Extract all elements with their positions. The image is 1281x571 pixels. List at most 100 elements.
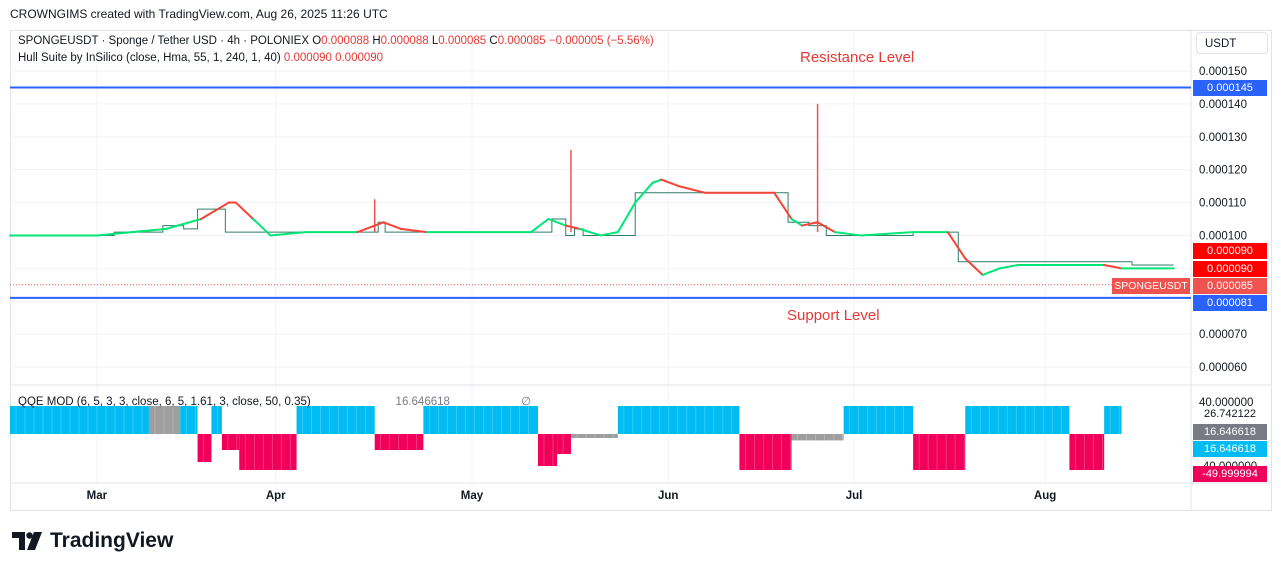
last-price-tag: 0.000085	[1193, 278, 1267, 294]
qqe-histogram-bar	[148, 406, 181, 434]
qqe-histogram-bar	[374, 434, 424, 450]
qqe-histogram-bar	[913, 434, 966, 470]
time-axis-label: Mar	[87, 490, 108, 502]
hull-suite-segment	[660, 178, 680, 188]
qqe-histogram-bar	[1069, 434, 1105, 470]
qqe-tag-1: 26.742122	[1193, 406, 1267, 422]
open-value: 0.000088	[321, 35, 370, 47]
hull-suite-segment	[773, 191, 784, 207]
currency-selector[interactable]: USDT	[1196, 32, 1268, 54]
low-label: L	[431, 35, 439, 47]
qqe-value-3: ∅	[521, 396, 532, 408]
qqe-histogram-bar	[239, 434, 297, 470]
hull-suite-segment	[200, 201, 230, 220]
time-axis-label: May	[461, 490, 484, 502]
hull-suite-segment	[998, 264, 1019, 270]
close-label: C	[489, 35, 498, 47]
qqe-histogram-bar	[570, 434, 618, 438]
indicator-value-2: 0.000090	[335, 52, 384, 64]
qqe-value-2: 16.646618	[395, 396, 450, 408]
hull-suite-segment	[530, 218, 550, 234]
qqe-histogram-bar	[557, 434, 571, 454]
hull-suite-segment	[833, 231, 863, 237]
change-value: −0.000005 (−5.56%)	[548, 35, 654, 47]
hull-suite-segment	[816, 221, 836, 234]
hull-suite-segment	[800, 221, 819, 227]
hull-suite-segment	[578, 227, 602, 237]
hull-suite-segment	[860, 231, 915, 237]
symbol-tag: SPONGEUSDT	[1112, 278, 1190, 294]
hull-suite-segment	[356, 221, 385, 234]
hull-suite-segment	[564, 224, 581, 230]
hull-suite-segment	[382, 221, 402, 230]
qqe-legend: QQE MOD (6, 5, 3, 3, close, 6, 5, 1.61, …	[18, 394, 531, 408]
price-axis-tick: 0.000100	[1199, 230, 1247, 242]
hull-suite-segment	[651, 178, 663, 184]
price-axis-tick: 0.000060	[1199, 362, 1247, 374]
hull-suite-segment	[964, 257, 984, 276]
qqe-tag-4: -49.999994	[1193, 466, 1267, 482]
qqe-label[interactable]: QQE MOD (6, 5, 3, 3, close, 6, 5, 1.61, …	[18, 396, 311, 408]
hull-suite-segment	[399, 227, 428, 234]
qqe-histogram-bar	[791, 434, 844, 441]
hull-suite-segment	[599, 231, 619, 237]
price-axis-tick: 0.000110	[1199, 198, 1246, 210]
hull-suite-segment	[1103, 264, 1123, 270]
indicator-name[interactable]: Hull Suite by InSilico (close, Hma, 55, …	[18, 52, 281, 64]
qqe-histogram-bar	[221, 434, 240, 450]
chart-credit: CROWNGIMS created with TradingView.com, …	[10, 7, 388, 21]
hull-suite-segment	[165, 218, 203, 230]
open-label: O	[312, 35, 322, 47]
price-axis-tick: 0.000070	[1199, 329, 1247, 341]
qqe-histogram-bar	[537, 434, 558, 466]
price-axis-tick: 0.000130	[1199, 132, 1247, 144]
hull-suite-segment	[616, 201, 637, 234]
time-axis-label: Jul	[846, 490, 863, 502]
hull-suite-segment	[946, 231, 967, 260]
qqe-histogram-bar	[1104, 406, 1122, 434]
price-axis-tick: 0.000120	[1199, 165, 1247, 177]
indicator-legend: Hull Suite by InSilico (close, Hma, 55, …	[18, 52, 383, 64]
time-axis-label: Aug	[1034, 490, 1056, 502]
hull-price-tag-2: 0.000090	[1193, 261, 1267, 277]
hull-suite-segment	[252, 218, 272, 237]
qqe-histogram-bar	[843, 406, 914, 434]
tradingview-logo-text: TradingView	[50, 529, 174, 552]
high-value: 0.000088	[380, 35, 429, 47]
qqe-histogram-bar	[10, 406, 149, 434]
qqe-value-1: 26.742122	[319, 396, 375, 408]
hull-suite-segment	[634, 181, 654, 204]
time-axis-label: Apr	[266, 490, 286, 502]
qqe-histogram-bar	[211, 406, 222, 434]
hull-suite-segment	[981, 267, 1001, 276]
support-price-tag: 0.000081	[1193, 295, 1267, 311]
price-line	[10, 192, 1174, 266]
qqe-histogram-bar	[423, 406, 538, 434]
qqe-tag-3: 16.646618	[1193, 441, 1267, 457]
qqe-histogram-bar	[965, 406, 1070, 434]
qqe-tag-2: 16.646618	[1193, 424, 1267, 440]
hull-suite-segment	[677, 185, 706, 194]
qqe-histogram-bar	[296, 406, 375, 434]
qqe-histogram-bar	[197, 434, 212, 462]
symbol-line[interactable]: SPONGEUSDT · Sponge / Tether USD · 4h · …	[18, 35, 310, 47]
support-annotation: Support Level	[787, 307, 880, 324]
hull-suite-segment	[790, 218, 803, 227]
hull-suite-segment	[547, 218, 567, 227]
close-value: 0.000085	[497, 35, 546, 47]
tradingview-logo[interactable]: TradingView	[12, 528, 173, 554]
qqe-histogram-bar	[617, 406, 740, 434]
hull-suite-segment	[269, 231, 307, 237]
chart-frame	[10, 30, 1272, 511]
hull-suite-segment	[95, 231, 133, 237]
hull-suite-segment	[130, 227, 168, 234]
high-label: H	[372, 35, 381, 47]
resistance-price-tag: 0.000145	[1193, 80, 1267, 96]
time-axis-label: Jun	[658, 490, 678, 502]
tradingview-logo-icon	[12, 532, 42, 550]
low-value: 0.000085	[438, 35, 487, 47]
resistance-annotation: Resistance Level	[800, 49, 915, 66]
indicator-value-1: 0.000090	[283, 52, 332, 64]
price-axis-tick: 0.000140	[1199, 99, 1247, 111]
